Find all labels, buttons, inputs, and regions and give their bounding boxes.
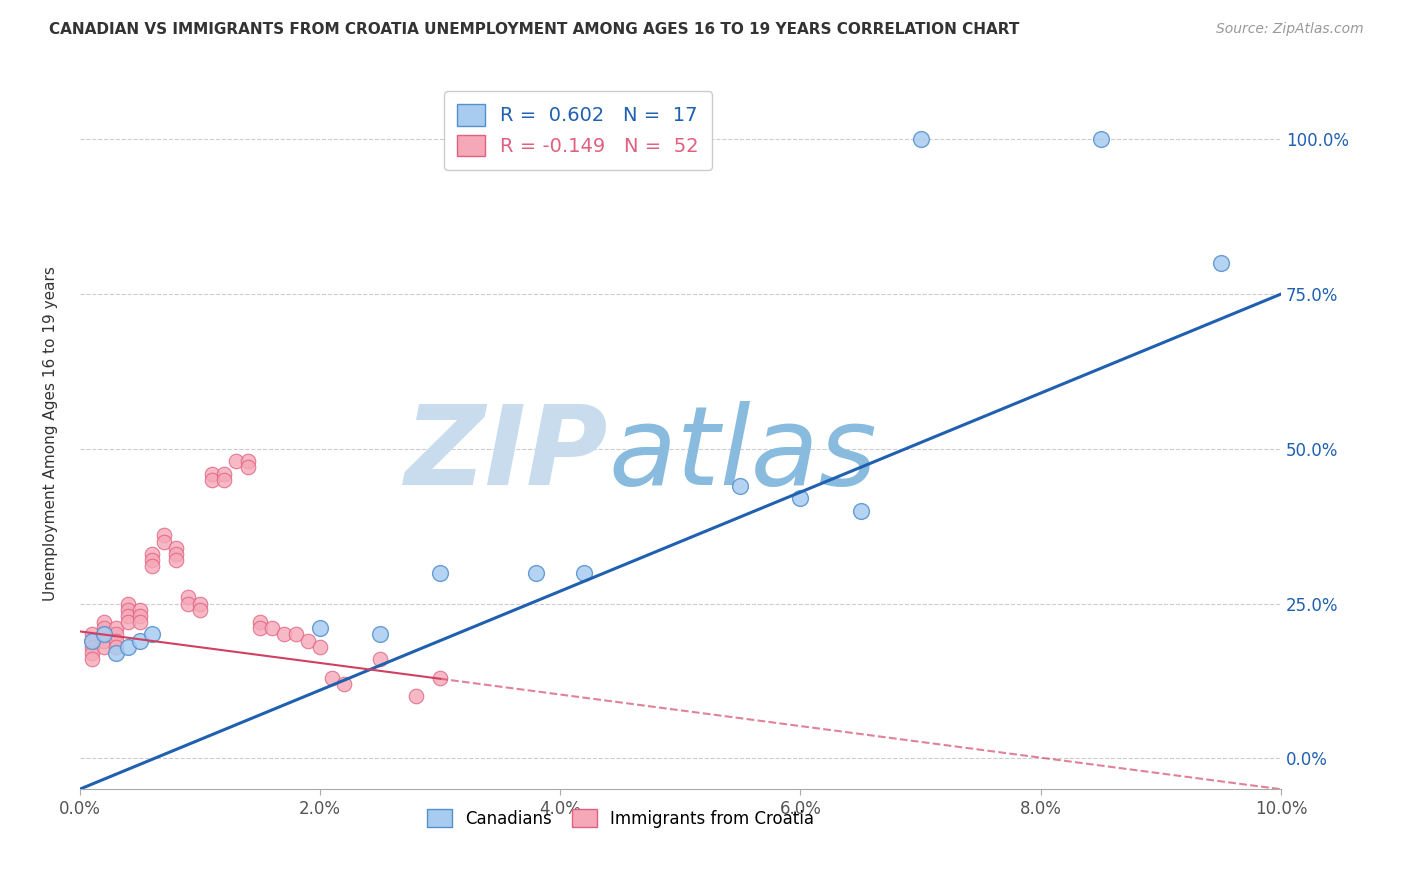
Point — [429, 566, 451, 580]
Y-axis label: Unemployment Among Ages 16 to 19 years: Unemployment Among Ages 16 to 19 years — [44, 266, 58, 601]
Point — [188, 597, 211, 611]
Point — [249, 621, 271, 635]
Point — [1090, 132, 1112, 146]
Text: atlas: atlas — [609, 401, 877, 508]
Point — [104, 633, 127, 648]
Point — [188, 603, 211, 617]
Point — [368, 652, 391, 666]
Point — [117, 615, 139, 629]
Point — [574, 566, 596, 580]
Point — [93, 627, 115, 641]
Point — [128, 608, 150, 623]
Point — [80, 633, 103, 648]
Point — [429, 671, 451, 685]
Point — [201, 467, 224, 481]
Point — [80, 646, 103, 660]
Point — [141, 627, 163, 641]
Point — [333, 677, 356, 691]
Point — [93, 621, 115, 635]
Point — [405, 690, 427, 704]
Legend: Canadians, Immigrants from Croatia: Canadians, Immigrants from Croatia — [420, 803, 821, 834]
Point — [128, 633, 150, 648]
Point — [93, 615, 115, 629]
Point — [152, 528, 174, 542]
Point — [309, 640, 332, 654]
Point — [849, 504, 872, 518]
Text: CANADIAN VS IMMIGRANTS FROM CROATIA UNEMPLOYMENT AMONG AGES 16 TO 19 YEARS CORRE: CANADIAN VS IMMIGRANTS FROM CROATIA UNEM… — [49, 22, 1019, 37]
Point — [141, 553, 163, 567]
Point — [321, 671, 343, 685]
Point — [249, 615, 271, 629]
Point — [117, 640, 139, 654]
Point — [910, 132, 932, 146]
Point — [260, 621, 283, 635]
Point — [141, 559, 163, 574]
Point — [141, 547, 163, 561]
Point — [93, 640, 115, 654]
Point — [212, 473, 235, 487]
Point — [177, 597, 200, 611]
Point — [730, 479, 752, 493]
Point — [80, 640, 103, 654]
Point — [309, 621, 332, 635]
Point — [104, 621, 127, 635]
Point — [93, 633, 115, 648]
Point — [128, 615, 150, 629]
Point — [524, 566, 547, 580]
Point — [165, 541, 187, 555]
Point — [80, 627, 103, 641]
Text: ZIP: ZIP — [405, 401, 609, 508]
Point — [177, 591, 200, 605]
Point — [80, 633, 103, 648]
Point — [225, 454, 247, 468]
Point — [117, 603, 139, 617]
Point — [104, 640, 127, 654]
Point — [128, 603, 150, 617]
Point — [273, 627, 295, 641]
Point — [117, 608, 139, 623]
Point — [284, 627, 307, 641]
Point — [201, 473, 224, 487]
Point — [236, 454, 259, 468]
Point — [104, 627, 127, 641]
Point — [152, 534, 174, 549]
Point — [297, 633, 319, 648]
Text: Source: ZipAtlas.com: Source: ZipAtlas.com — [1216, 22, 1364, 37]
Point — [236, 460, 259, 475]
Point — [80, 652, 103, 666]
Point — [1209, 256, 1232, 270]
Point — [165, 547, 187, 561]
Point — [104, 646, 127, 660]
Point — [117, 597, 139, 611]
Point — [368, 627, 391, 641]
Point — [93, 627, 115, 641]
Point — [165, 553, 187, 567]
Point — [789, 491, 811, 506]
Point — [212, 467, 235, 481]
